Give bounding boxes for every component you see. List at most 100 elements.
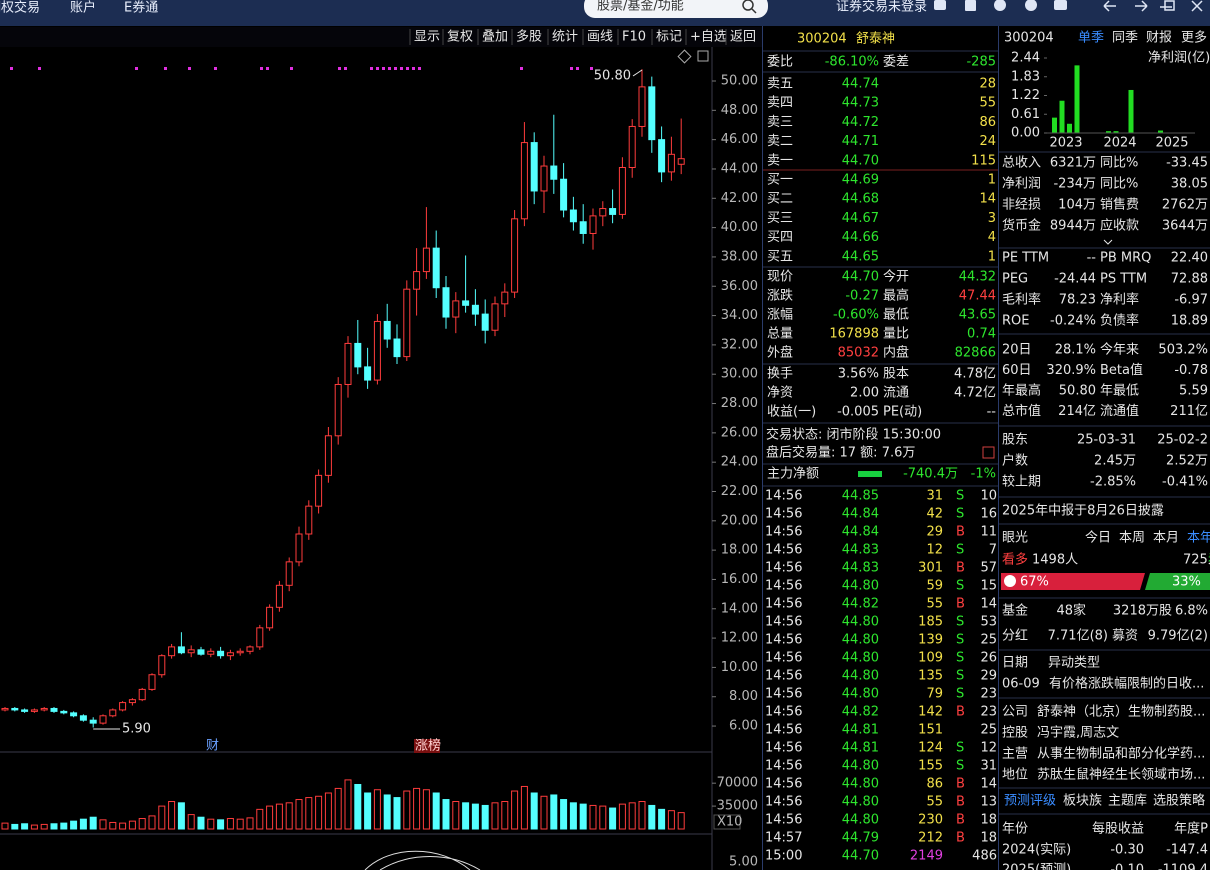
forward-button[interactable] (1135, 0, 1148, 12)
signal-dot (214, 67, 217, 70)
candle-body (491, 303, 499, 331)
candle-body (373, 320, 381, 381)
field-value: 320.9% (1046, 363, 1096, 378)
search-box[interactable] (584, 0, 768, 18)
signal-dot (412, 67, 415, 70)
signal-dot (388, 67, 391, 70)
y-tick-label: 36.00 (721, 279, 758, 294)
toolbar-button[interactable] (677, 49, 692, 64)
event-type[interactable]: 有价格涨跌幅限制的日收... (1049, 676, 1204, 692)
candle-body (364, 366, 372, 381)
field-label: 涨幅 (767, 308, 793, 323)
volume-bar (373, 789, 381, 830)
candle-body (236, 650, 244, 654)
toolbar-button[interactable]: 画线 (587, 30, 613, 45)
signal-dot (418, 67, 421, 70)
bid-label: 买五 (767, 249, 793, 264)
tab[interactable]: 同季 (1112, 31, 1138, 46)
chart-icon[interactable] (982, 446, 995, 459)
search-placeholder[interactable]: 股票/基金/功能 (597, 0, 684, 14)
link[interactable]: 板块族 (1063, 793, 1102, 809)
back-button[interactable] (1103, 0, 1116, 12)
link[interactable]: 主题库 (1108, 793, 1147, 809)
volume-bar (579, 803, 587, 830)
candle-body (266, 606, 274, 629)
link[interactable]: 选股策略 (1153, 793, 1205, 809)
menu-item[interactable]: 期权交易 (0, 0, 40, 16)
field-label: 货币金 (1002, 218, 1041, 234)
event-date: 06-09 (1002, 677, 1040, 692)
restore-button[interactable] (1164, 0, 1175, 11)
volume-bar (462, 802, 470, 830)
candle-body (138, 688, 146, 701)
field-value: 18.89 (1171, 314, 1208, 329)
trade-volume: 79 (926, 687, 943, 702)
forecast-year: 2024(实际) (1002, 843, 1071, 858)
tab[interactable]: 单季 (1078, 31, 1104, 46)
volume-bar (138, 818, 146, 830)
toolbar-button[interactable]: 显示 (414, 30, 440, 45)
candle-body (79, 715, 87, 721)
mini-tick-label: 1.83 (1011, 69, 1040, 84)
field-value: 44.70 (842, 270, 879, 285)
menu-item[interactable]: 账户 (70, 0, 96, 16)
tab[interactable]: 更多 (1181, 30, 1207, 46)
y-tick-label: 34.00 (721, 308, 758, 323)
icon[interactable] (934, 0, 946, 10)
volume-bar (1, 822, 9, 830)
toolbar-button[interactable] (697, 50, 709, 62)
menu-item[interactable]: E券通 (124, 0, 158, 16)
tab[interactable]: 本月 (1153, 531, 1179, 546)
tab[interactable]: 本周 (1119, 531, 1145, 546)
bear-bar[interactable] (1145, 573, 1210, 590)
toolbar-button[interactable]: 叠加 (482, 30, 508, 45)
close-button[interactable] (1191, 0, 1203, 12)
trade-time: 14:56 (765, 723, 802, 738)
signal-dot (570, 67, 573, 70)
expand-arrow[interactable] (1103, 239, 1113, 245)
volume-bar (540, 795, 548, 830)
bull-count: 1498人 (1032, 553, 1078, 568)
field-label: 毛利率 (1002, 292, 1041, 308)
toolbar-button[interactable]: F10 (622, 30, 646, 45)
toolbar-button[interactable]: 多股 (516, 29, 542, 45)
field-value: -33.45 (1166, 156, 1208, 171)
candle-body (481, 313, 489, 331)
tab[interactable]: 财报 (1146, 31, 1172, 46)
icon[interactable] (965, 0, 976, 11)
link[interactable]: 预测评级 (1004, 794, 1056, 809)
icon[interactable] (1054, 0, 1067, 10)
trade-count: 25 (980, 633, 997, 648)
stock-code: 300204 (1004, 31, 1054, 46)
y-tick-label: 42.00 (721, 191, 758, 206)
toolbar-button[interactable]: 复权 (447, 29, 473, 45)
volume-bar (148, 815, 156, 830)
volume-bar (79, 818, 87, 830)
field-label: PE(动) (883, 405, 922, 420)
volume-tick-label: 35000 (717, 799, 758, 814)
field-value: -0.78 (1174, 363, 1208, 378)
bid-volume: 1 (988, 249, 996, 264)
y-tick-label: 26.00 (721, 425, 758, 440)
toolbar-button[interactable]: 统计 (552, 30, 578, 45)
icon[interactable] (994, 0, 1006, 11)
trade-volume: 230 (918, 813, 943, 828)
search-icon[interactable] (742, 0, 754, 11)
field-value: 211亿 (1170, 404, 1208, 419)
signal-dot (38, 67, 41, 70)
candle-body (168, 646, 176, 657)
tab[interactable]: 本年 (1187, 531, 1210, 546)
forecast-eps: -0.10 (1110, 863, 1144, 870)
candle-body (628, 125, 636, 169)
toolbar-button[interactable]: 返回 (730, 30, 756, 45)
toolbar-button[interactable]: +自选 (690, 30, 727, 45)
trade-side: S (956, 633, 964, 648)
login-status[interactable]: 证券交易未登录 (836, 0, 927, 15)
bull-bar[interactable] (1001, 573, 1145, 590)
icon[interactable] (1025, 0, 1037, 11)
toolbar-button[interactable]: 标记 (656, 30, 682, 45)
candle-body (530, 142, 538, 192)
tab[interactable]: 今日 (1085, 530, 1111, 546)
volume-bar (589, 804, 597, 830)
